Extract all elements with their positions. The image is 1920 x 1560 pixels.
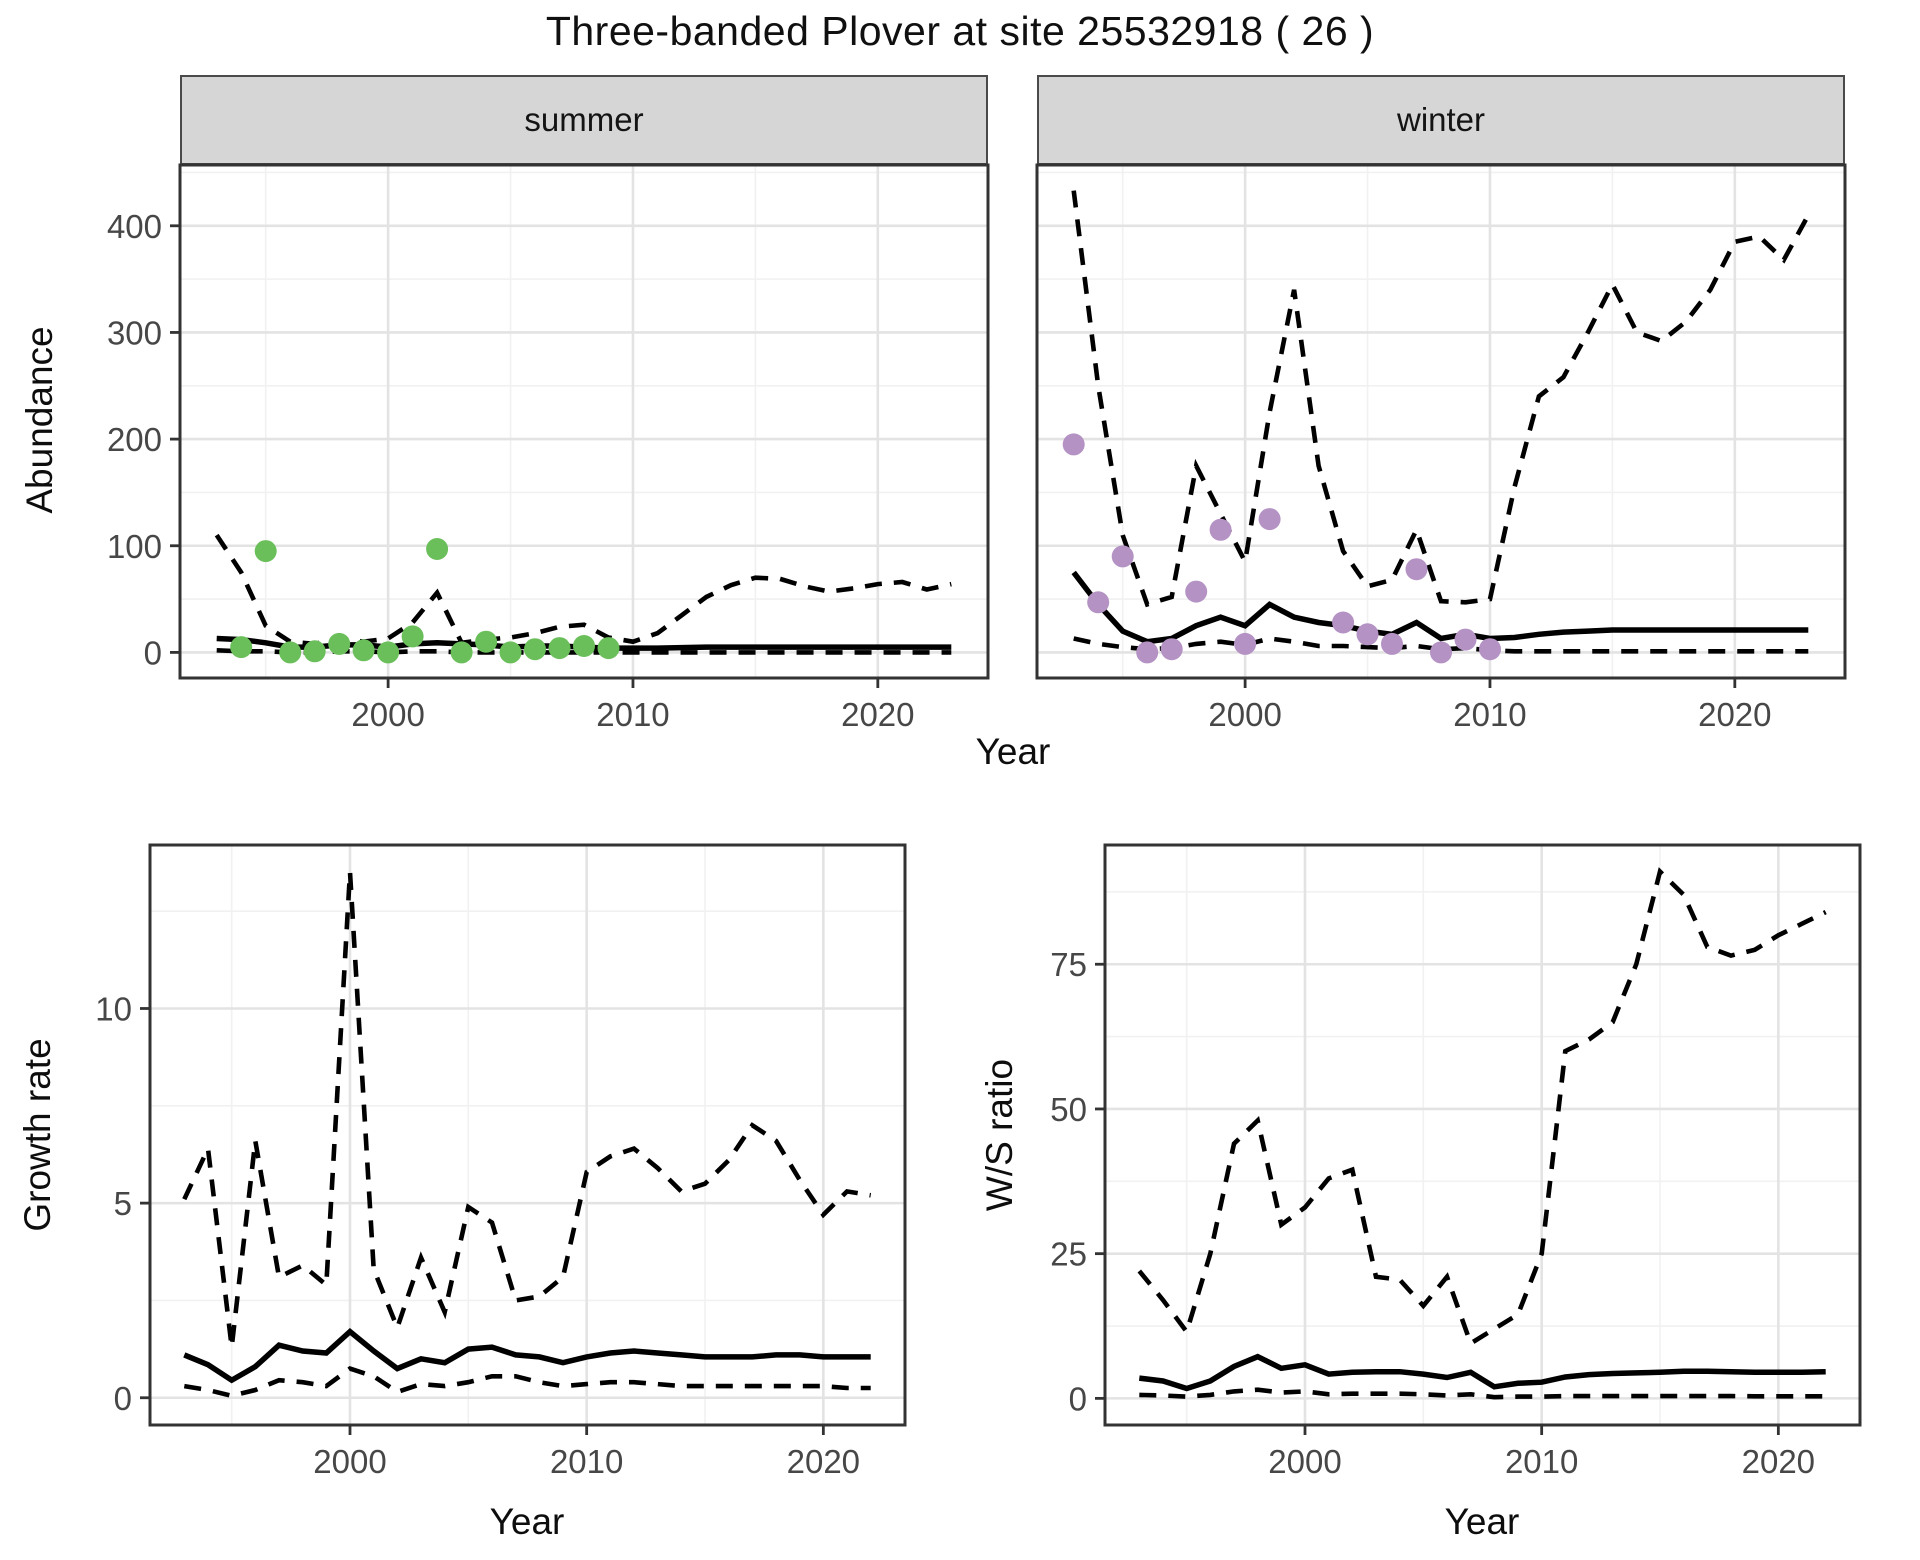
abundance_summer-observed-point — [401, 625, 424, 648]
abundance_summer-panel-border — [178, 163, 990, 680]
abundance_winter-observed-point — [1111, 545, 1134, 568]
ws_ratio-panel-border — [1103, 843, 1862, 1427]
ws-year-axis-title: Year — [1444, 1501, 1520, 1542]
abundance_summer-observed-point — [328, 632, 351, 655]
abundance_summer-observed-point — [377, 641, 400, 664]
abundance_summer-observed-point — [475, 630, 498, 653]
abundance_summer-observed-point — [450, 641, 473, 664]
abundance-axis-title: Abundance — [19, 326, 60, 514]
abundance_summer-observed-point — [597, 637, 620, 660]
abundance_winter-panel-border — [1035, 163, 1847, 680]
abundance_summer-upper_ci-line — [214, 533, 952, 647]
y-tick-label: 0 — [1069, 1380, 1087, 1417]
abundance_summer-panel: 2000 2010 2020 0 100 200 300 400 — [107, 163, 990, 733]
abundance_winter-median-line — [1071, 570, 1809, 645]
abundance_winter-observed-point — [1479, 638, 1501, 661]
abundance_winter-observed-point — [1209, 518, 1232, 541]
abundance_winter-upper_ci-line — [1071, 190, 1811, 608]
ws_ratio-median-line — [1138, 1353, 1826, 1392]
y-tick-label: 10 — [95, 990, 132, 1027]
y-tick-label: 75 — [1050, 946, 1087, 983]
facet-strip-winter: winter — [1037, 75, 1845, 165]
abundance_winter-observed-point — [1430, 641, 1452, 664]
y-tick-label: 0 — [114, 1380, 132, 1417]
x-tick-label: 2010 — [596, 696, 669, 733]
y-tick-label: 100 — [107, 528, 162, 565]
y-tick-label: 0 — [144, 634, 162, 671]
abundance_winter-observed-point — [1136, 641, 1159, 664]
x-tick-label: 2020 — [787, 1443, 860, 1480]
abundance_winter-observed-point — [1332, 611, 1355, 634]
figure-title: Three-banded Plover at site 25532918 ( 2… — [545, 8, 1375, 54]
abundance_winter-observed-point — [1381, 632, 1403, 655]
facet-strip-winter-label: winter — [1396, 101, 1486, 138]
abundance_summer-observed-point — [303, 640, 326, 663]
growth_rate-median-line — [183, 1327, 871, 1384]
ws_ratio-panel: 2000 2010 2020 0 25 50 75 — [1050, 843, 1862, 1480]
abundance_summer-observed-point — [279, 641, 302, 664]
y-tick-label: 200 — [107, 421, 162, 458]
y-tick-label: 300 — [107, 314, 162, 351]
x-tick-label: 2000 — [1208, 696, 1281, 733]
abundance_winter-lower_ci-line — [1073, 636, 1809, 654]
y-tick-label: 25 — [1050, 1236, 1087, 1273]
x-tick-label: 2010 — [1453, 696, 1526, 733]
growth_rate-panel-border — [148, 843, 907, 1427]
abundance_winter-observed-point — [1062, 433, 1085, 456]
abundance_summer-observed-point — [548, 637, 571, 660]
x-tick-label: 2020 — [841, 696, 914, 733]
x-tick-label: 2000 — [1268, 1443, 1341, 1480]
abundance_winter-observed-point — [1234, 632, 1257, 655]
abundance_summer-observed-point — [230, 636, 253, 659]
ws_ratio-lower_ci-line — [1139, 1387, 1826, 1400]
growth_rate-panel: 2000 2010 2020 0 5 10 — [95, 843, 907, 1480]
x-tick-label: 2000 — [351, 696, 424, 733]
x-tick-label: 2010 — [550, 1443, 623, 1480]
abundance_winter-observed-point — [1454, 628, 1477, 651]
y-tick-label: 400 — [107, 208, 162, 245]
x-tick-label: 2020 — [1698, 696, 1771, 733]
y-tick-label: 50 — [1050, 1091, 1087, 1128]
abundance_summer-observed-point — [426, 538, 449, 560]
growth_rate-upper_ci-line — [182, 872, 872, 1348]
abundance_summer-observed-point — [254, 540, 277, 563]
x-tick-label: 2000 — [313, 1443, 386, 1480]
abundance_winter-observed-point — [1258, 508, 1281, 531]
ws-ratio-axis-title: W/S ratio — [979, 1058, 1020, 1212]
abundance_winter-observed-point — [1160, 638, 1183, 661]
top-year-axis-title: Year — [975, 731, 1051, 772]
facet-strip-summer-label: summer — [524, 101, 644, 138]
growth_rate-lower_ci-line — [183, 1366, 871, 1399]
x-tick-label: 2010 — [1505, 1443, 1578, 1480]
abundance_winter-observed-point — [1185, 580, 1208, 603]
abundance_winter-panel: 2000 2010 2020 — [1035, 163, 1847, 733]
ws_ratio-upper_ci-line — [1137, 867, 1827, 1347]
y-tick-label: 5 — [114, 1185, 132, 1222]
abundance_summer-observed-point — [499, 641, 522, 664]
abundance_winter-observed-point — [1087, 591, 1110, 614]
abundance_winter-observed-point — [1405, 558, 1428, 581]
abundance_summer-observed-point — [573, 635, 595, 657]
abundance_winter-observed-point — [1356, 623, 1379, 646]
x-tick-label: 2020 — [1742, 1443, 1815, 1480]
abundance_summer-observed-point — [352, 639, 375, 662]
abundance_summer-observed-point — [524, 638, 546, 661]
facet-strip-summer: summer — [180, 75, 988, 165]
growth-rate-axis-title: Growth rate — [17, 1038, 58, 1232]
growth-year-axis-title: Year — [489, 1501, 565, 1542]
